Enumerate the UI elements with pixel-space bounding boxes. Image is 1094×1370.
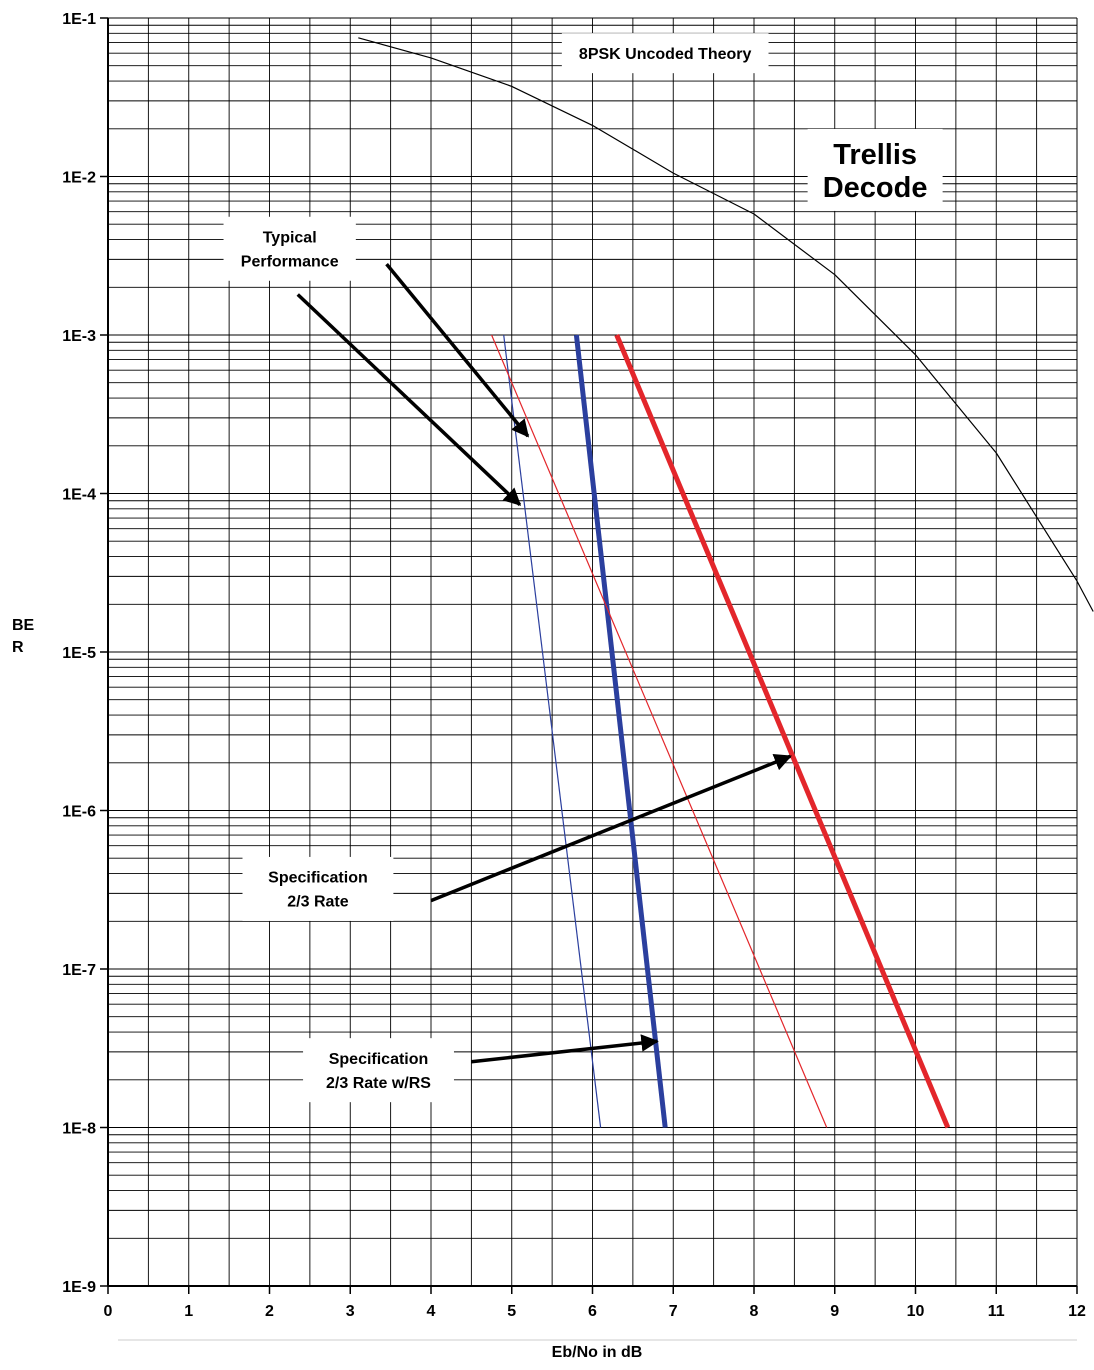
x-tick-label: 10 — [907, 1303, 925, 1320]
annotation-text: Specification — [268, 870, 368, 887]
y-tick-label: 1E-6 — [62, 804, 96, 821]
x-tick-label: 4 — [427, 1303, 436, 1320]
axis-titles: Eb/No in dB BE R — [12, 617, 642, 1361]
annotation-text: Performance — [241, 254, 339, 271]
x-tick-label: 9 — [830, 1303, 839, 1320]
annotation-box-3 — [223, 216, 356, 281]
annotation-text: Decode — [823, 172, 928, 204]
grid-lines — [107, 18, 1078, 1287]
x-tick-label: 1 — [184, 1303, 193, 1320]
annotation-arrow — [471, 1034, 659, 1064]
y-tick-label: 1E-4 — [62, 487, 96, 504]
x-tick-label: 6 — [588, 1303, 597, 1320]
x-tick-label: 5 — [507, 1303, 516, 1320]
annotation-box-4 — [242, 856, 394, 921]
y-tick-label: 1E-1 — [62, 11, 96, 28]
y-tick-label: 1E-9 — [62, 1279, 96, 1296]
annotation-arrow — [430, 753, 792, 903]
x-tick-label: 7 — [669, 1303, 678, 1320]
annotation-text: Specification — [329, 1051, 429, 1068]
series-line-5 — [614, 334, 951, 1129]
tick-labels: 0 1 2 3 4 5 6 7 8 9 10 11 121E-11E-21E-31E-41E-51E-6… — [62, 11, 1086, 1320]
annotation-arrow — [385, 263, 530, 438]
annotation-text: 2/3 Rate w/RS — [326, 1075, 431, 1092]
series-line-2 — [503, 334, 602, 1128]
y-tick-label: 1E-3 — [62, 328, 96, 345]
annotation-text: 8PSK Uncoded Theory — [579, 46, 752, 63]
y-tick-label: 1E-2 — [62, 170, 96, 187]
series-line-4 — [491, 334, 828, 1128]
y-tick-label: 1E-8 — [62, 1121, 96, 1138]
annotation-arrow — [296, 293, 522, 506]
annotation-text: Typical — [263, 230, 317, 247]
annotation-box-2 — [807, 128, 943, 211]
x-tick-label: 2 — [265, 1303, 274, 1320]
annotation-text: Trellis — [833, 139, 917, 171]
annotation-box-5 — [303, 1038, 454, 1103]
y-tick-label: 1E-7 — [62, 962, 96, 979]
series-line-3 — [573, 334, 668, 1128]
annotation-box-1 — [561, 33, 769, 74]
data-series — [358, 37, 1094, 1129]
x-tick-label: 3 — [346, 1303, 355, 1320]
x-axis-title: Eb/No in dB — [552, 1344, 643, 1361]
x-tick-label: 12 — [1068, 1303, 1086, 1320]
x-tick-label: 8 — [750, 1303, 759, 1320]
x-tick-label: 0 — [104, 1303, 113, 1320]
axes — [100, 17, 1078, 1341]
annotation-text: 2/3 Rate — [287, 894, 348, 911]
y-tick-label: 1E-5 — [62, 645, 96, 662]
x-tick-label: 11 — [988, 1303, 1005, 1320]
y-axis-title-line-2: R — [12, 639, 24, 656]
y-axis-title-line-1: BE — [12, 617, 35, 634]
series-line-1 — [358, 37, 1094, 612]
